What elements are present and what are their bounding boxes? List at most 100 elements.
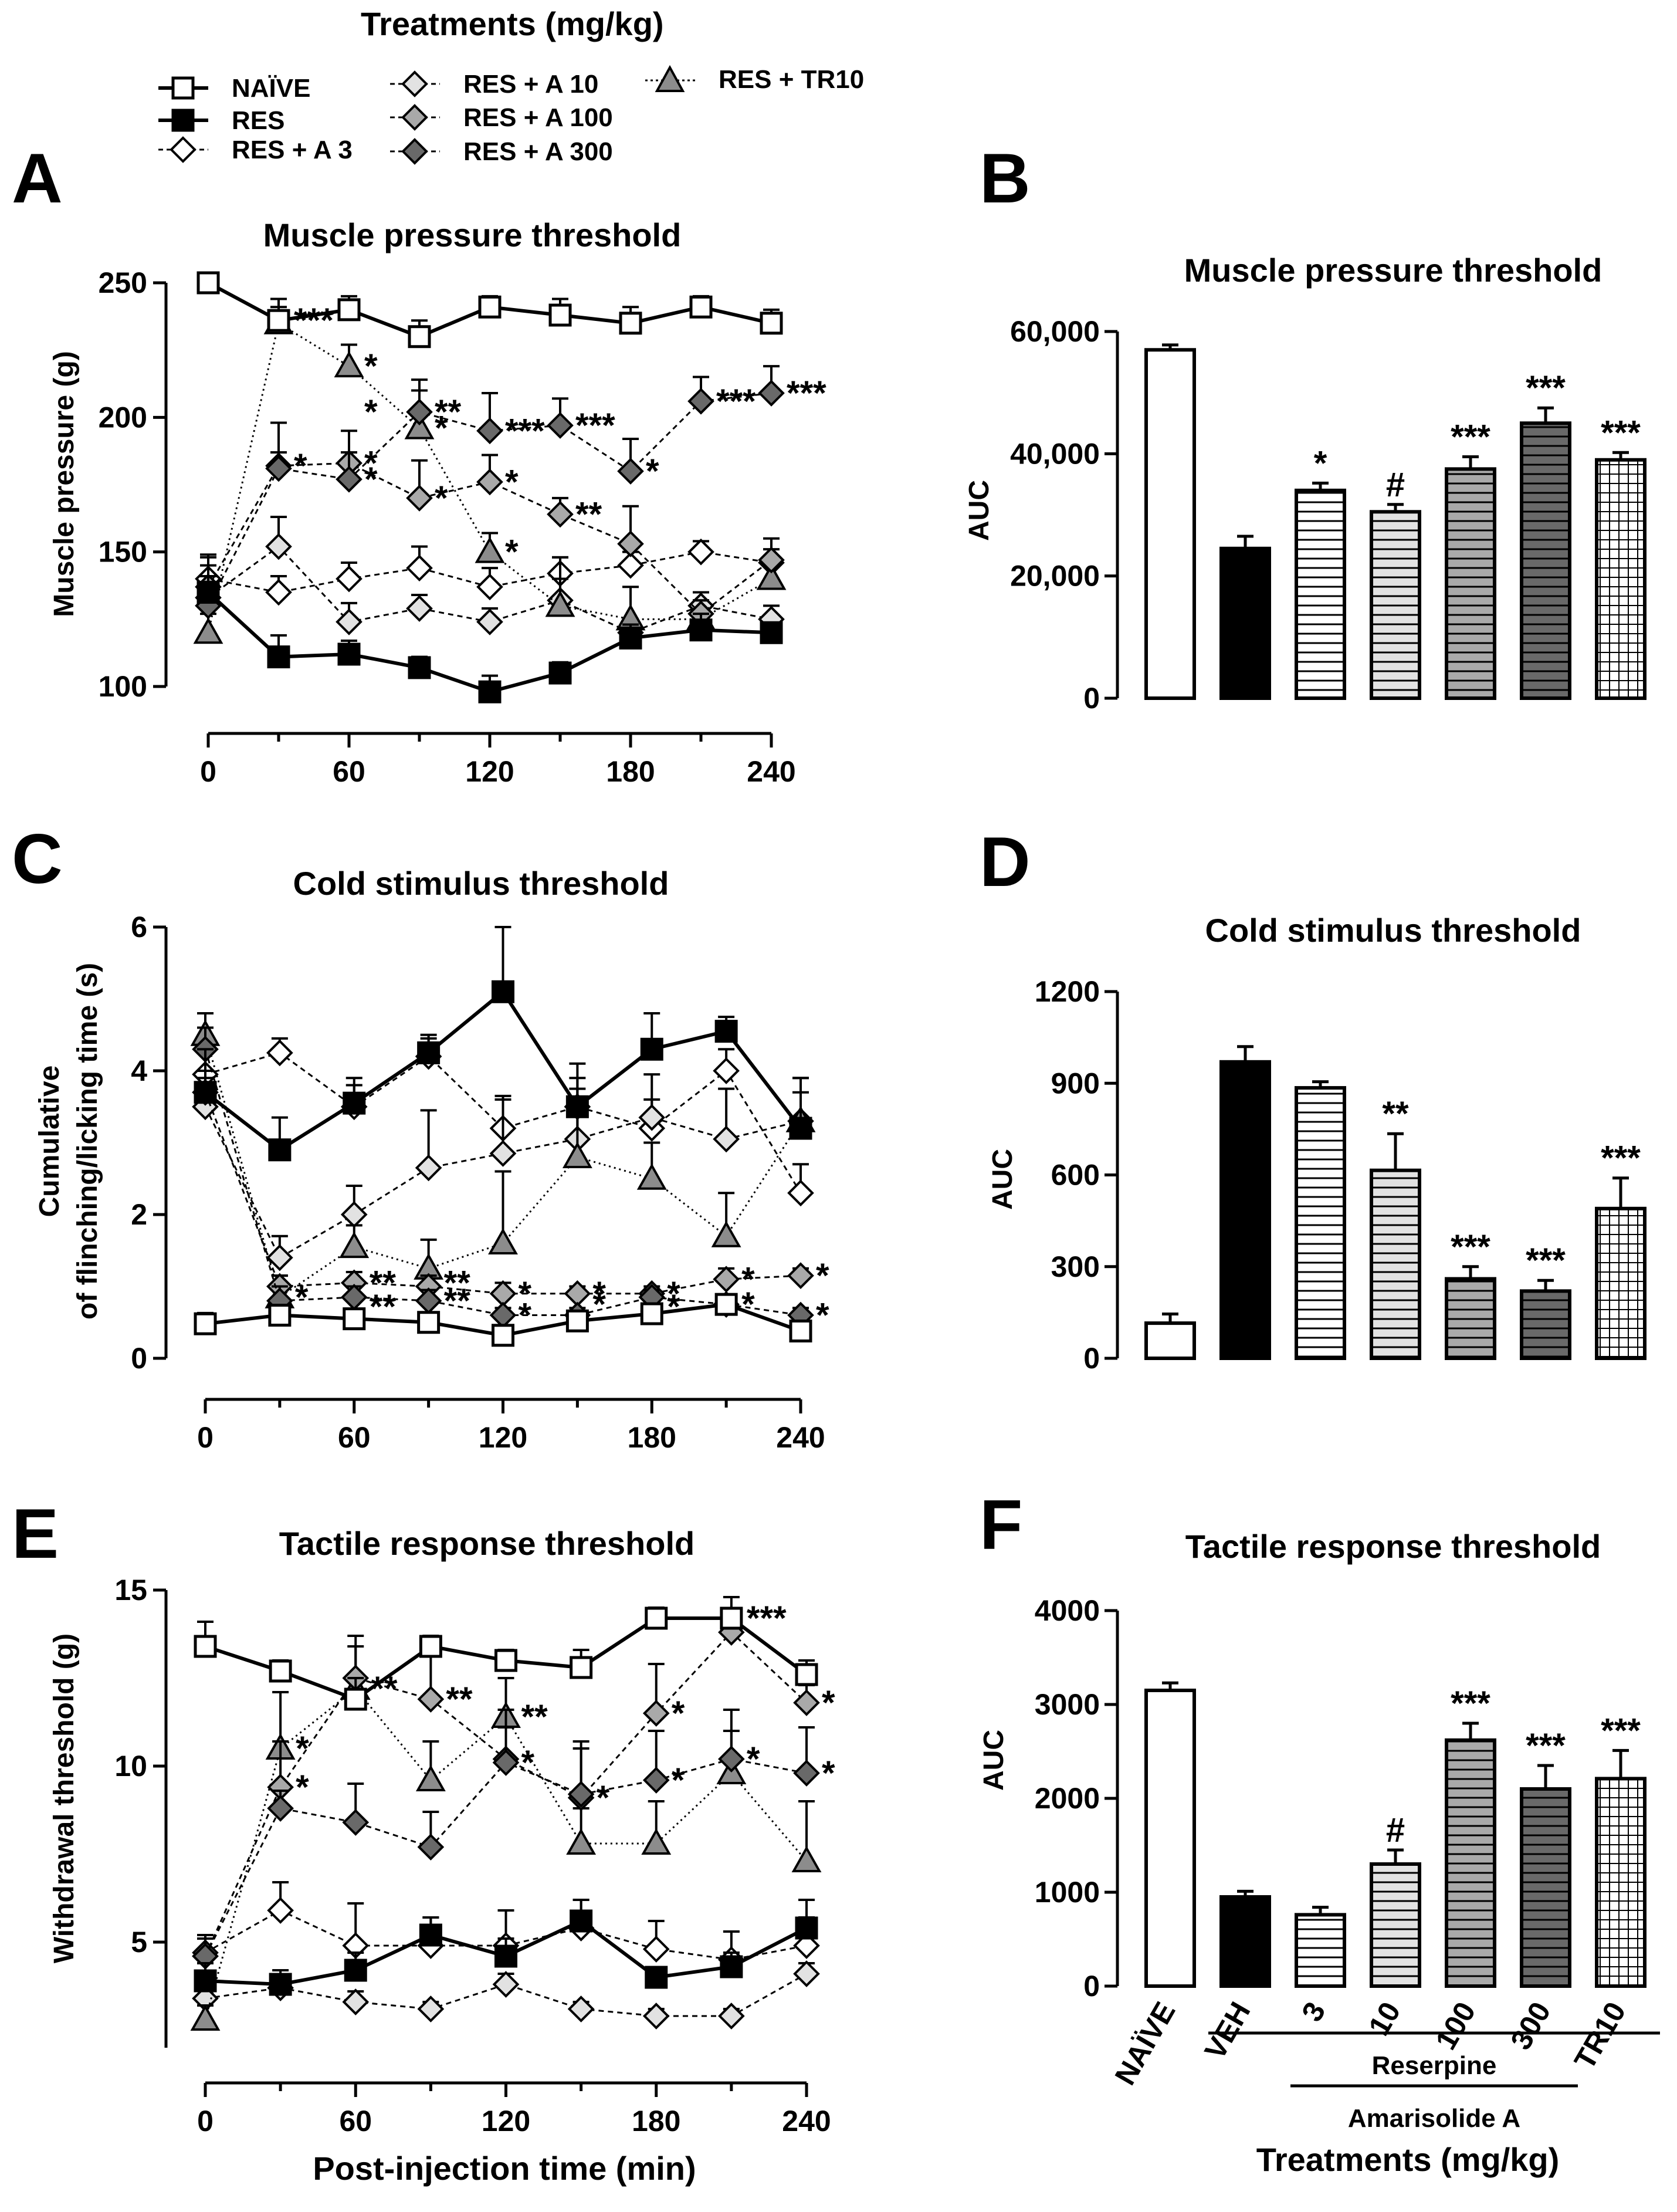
chart-a-point-naive	[267, 309, 290, 332]
chart-e-xlabel: Post-injection time (min)	[313, 2150, 696, 2187]
chart-b-plot: 0 20,000 40,000 60,000 * # *** *** ***	[1010, 315, 1646, 715]
chart-a-point-res	[337, 642, 361, 666]
chart-e-point-res	[795, 1916, 818, 1940]
chart-c-x-tick-label: 60	[338, 1421, 371, 1454]
chart-c-significance: **	[444, 1264, 471, 1302]
chart-e-point-a10	[492, 1971, 520, 1998]
chart-a-point-res	[478, 680, 502, 703]
chart-a-point-naive	[619, 312, 642, 335]
chart-a-point-a300	[758, 380, 785, 407]
chart-b-bar-veh	[1219, 546, 1271, 701]
chart-a-title: Muscle pressure threshold	[263, 217, 682, 253]
chart-c-significance: *	[741, 1286, 755, 1324]
chart-a-point-a100	[406, 485, 433, 512]
chart-a-significance: *	[505, 533, 519, 571]
chart-c-point-res	[268, 1138, 292, 1162]
chart-a: Muscle pressure threshold Muscle pressur…	[49, 217, 826, 788]
reserpine-label: Reserpine	[1372, 2051, 1497, 2080]
chart-a-significance: *	[364, 444, 378, 482]
chart-a-point-a10	[406, 595, 433, 622]
chart-e-point-naive	[720, 1606, 743, 1630]
svg-text:RES: RES	[232, 106, 284, 135]
chart-a-x-tick-label: 240	[747, 755, 795, 788]
chart-f-bar-veh	[1219, 1895, 1271, 1988]
svg-text:RES + A 100: RES + A 100	[463, 103, 613, 132]
chart-e-point-a3	[793, 1932, 820, 1959]
chart-c-point-a300	[340, 1284, 368, 1311]
chart-c-point-a10	[638, 1104, 666, 1131]
chart-b-ylabel: AUC	[964, 480, 995, 541]
chart-a-y-tick-label: 100	[99, 670, 147, 703]
chart-c-point-a10	[489, 1140, 517, 1167]
chart-c-point-a10	[713, 1125, 740, 1153]
chart-e-point-a300	[567, 1781, 595, 1808]
chart-e-point-a10	[793, 1960, 820, 1987]
chart-d-bar-naive	[1144, 1321, 1196, 1361]
chart-a-point-res	[408, 656, 431, 679]
chart-f-bar-a100	[1445, 1738, 1496, 1988]
chart-a-point-a300	[406, 398, 433, 425]
chart-a-point-res	[689, 618, 713, 642]
chart-c-significance: *	[295, 1279, 309, 1317]
chart-b-bar-a300	[1520, 421, 1571, 700]
chart-e-point-res	[570, 1909, 593, 1933]
chart-e-point-a100	[642, 1700, 670, 1727]
chart-f-title: Tactile response threshold	[1185, 1528, 1601, 1565]
chart-a-point-a100	[617, 530, 644, 557]
chart-c-point-a3	[713, 1057, 740, 1084]
chart-a-point-res	[760, 621, 783, 644]
amarisolide-label: Amarisolide A	[1348, 2104, 1520, 2133]
chart-c-point-tr10	[339, 1232, 370, 1259]
chart-a-significance: *	[364, 393, 378, 431]
chart-a-point-naive	[478, 295, 502, 319]
chart-e-point-res	[344, 1959, 367, 1982]
chart-e-point-res	[194, 1969, 217, 1993]
chart-e-point-naive	[194, 1635, 217, 1658]
chart-a-line-a3	[208, 551, 772, 593]
chart-c-significance: **	[444, 1282, 471, 1320]
chart-e-point-a10	[342, 1988, 370, 2015]
chart-e-point-tr10	[566, 1828, 597, 1855]
chart-d-y-tick-label: 0	[1083, 1342, 1100, 1375]
chart-a-series-res	[197, 553, 783, 703]
chart-d-bar-tr10	[1595, 1206, 1646, 1361]
legend-entry-a300: RES + A 300	[390, 137, 613, 166]
chart-c-x-tick-label: 120	[479, 1421, 527, 1454]
chart-a-significance: **	[435, 393, 462, 431]
chart-c-significance: *	[667, 1275, 680, 1313]
chart-a-point-naive	[548, 303, 572, 327]
chart-e-point-a300	[492, 1749, 520, 1776]
chart-a-point-naive	[689, 295, 713, 319]
chart-e-point-a300	[417, 1834, 445, 1861]
chart-b-title: Muscle pressure threshold	[1184, 252, 1603, 289]
chart-c-point-res	[492, 980, 514, 1003]
chart-a-point-tr10	[404, 412, 435, 439]
chart-d-significance-tr10: ***	[1601, 1139, 1641, 1178]
chart-e-point-tr10	[415, 1764, 446, 1791]
chart-e-series-a300	[192, 1709, 820, 1970]
chart-e-point-res	[269, 1973, 292, 1996]
chart-c-series-res	[194, 926, 812, 1162]
chart-a-point-a3	[617, 552, 644, 579]
chart-e-point-res	[720, 1955, 743, 1978]
chart-a-point-a300	[547, 412, 574, 439]
chart-c-point-naive	[789, 1319, 812, 1342]
chart-c-ylabel-line1: Cumulative	[34, 1066, 65, 1217]
chart-a-series-naive	[197, 271, 783, 349]
chart-c-significance: *	[816, 1257, 829, 1295]
legend-entry-a10: RES + A 10	[390, 70, 598, 99]
chart-f-bar-naive	[1144, 1689, 1196, 1988]
chart-b-significance-a10: #	[1386, 466, 1405, 504]
chart-d-ylabel: AUC	[987, 1149, 1018, 1210]
chart-e-significance: *	[672, 1761, 685, 1800]
chart-e-significance: *	[597, 1779, 610, 1817]
chart-b-bar-tr10	[1595, 458, 1646, 700]
svg-text:RES + A 3: RES + A 3	[232, 136, 353, 164]
chart-e-point-naive	[344, 1687, 367, 1711]
chart-b-significance-tr10: ***	[1601, 414, 1641, 452]
chart-e-y-tick-label: 10	[114, 1750, 147, 1783]
chart-b-bar-a10	[1370, 510, 1421, 701]
chart-a-point-naive	[408, 325, 431, 349]
chart-a-y-tick-label: 200	[99, 401, 147, 434]
